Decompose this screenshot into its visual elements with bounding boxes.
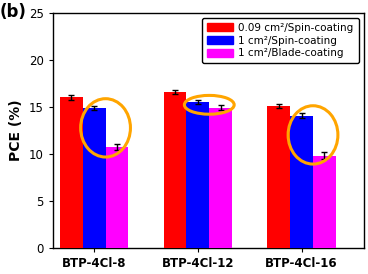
Legend: 0.09 cm²/Spin-coating, 1 cm²/Spin-coating, 1 cm²/Blade-coating: 0.09 cm²/Spin-coating, 1 cm²/Spin-coatin…: [202, 18, 359, 64]
Y-axis label: PCE (%): PCE (%): [9, 99, 23, 161]
Bar: [209, 108, 232, 248]
Bar: [268, 106, 290, 248]
Text: (b): (b): [0, 3, 26, 21]
Bar: [164, 92, 187, 248]
Bar: [187, 102, 209, 248]
Bar: [313, 156, 336, 248]
Bar: [290, 116, 313, 248]
Bar: [60, 97, 83, 248]
Bar: [106, 147, 128, 248]
Bar: [83, 108, 106, 248]
